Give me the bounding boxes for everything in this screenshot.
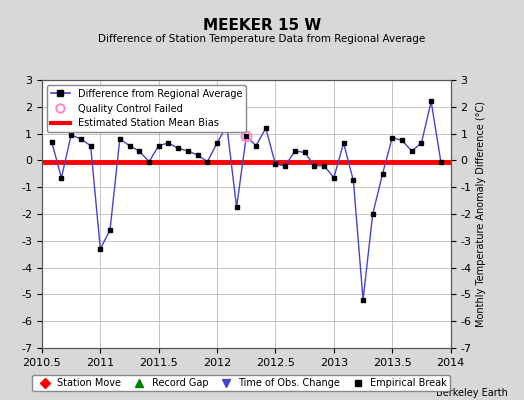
Y-axis label: Monthly Temperature Anomaly Difference (°C): Monthly Temperature Anomaly Difference (… bbox=[476, 101, 486, 327]
Legend: Station Move, Record Gap, Time of Obs. Change, Empirical Break: Station Move, Record Gap, Time of Obs. C… bbox=[32, 375, 450, 391]
Text: Berkeley Earth: Berkeley Earth bbox=[436, 388, 508, 398]
Legend: Difference from Regional Average, Quality Control Failed, Estimated Station Mean: Difference from Regional Average, Qualit… bbox=[47, 85, 246, 132]
Text: MEEKER 15 W: MEEKER 15 W bbox=[203, 18, 321, 33]
Text: Difference of Station Temperature Data from Regional Average: Difference of Station Temperature Data f… bbox=[99, 34, 425, 44]
